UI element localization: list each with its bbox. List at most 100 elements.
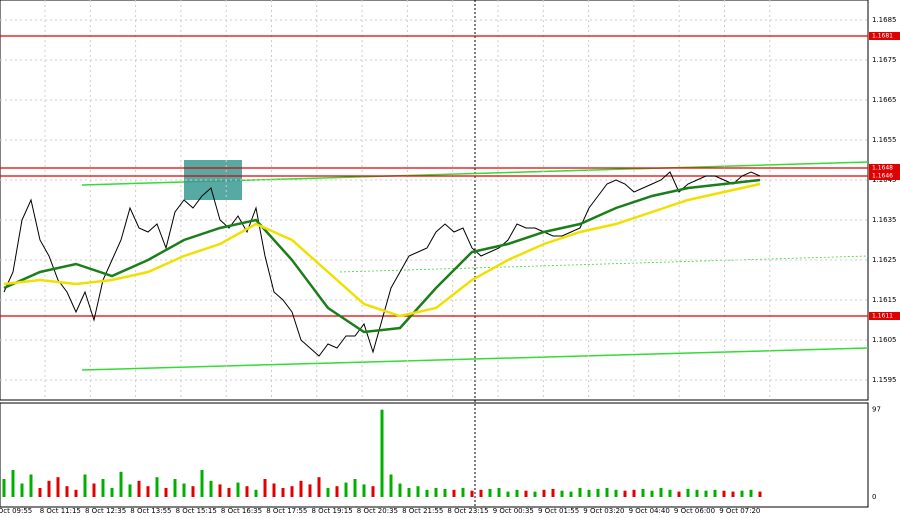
volume-bar xyxy=(281,488,285,497)
volume-bar xyxy=(182,483,186,497)
moving-average xyxy=(3,182,761,318)
volume-bar xyxy=(569,491,573,497)
volume-bar xyxy=(173,479,177,497)
volume-bar xyxy=(344,482,348,497)
x-tick-label: 8 Oct 20:35 xyxy=(357,507,398,515)
x-tick-label: 8 Oct 12:35 xyxy=(85,507,126,515)
volume-bar xyxy=(596,488,600,497)
price-line xyxy=(3,171,761,357)
volume-bar xyxy=(551,488,555,497)
volume-bar xyxy=(407,488,411,497)
volume-bar xyxy=(740,490,744,497)
volume-bar xyxy=(479,489,483,497)
volume-bar xyxy=(47,480,51,497)
volume-bar xyxy=(389,474,393,497)
volume-bar xyxy=(614,489,618,497)
volume-bar xyxy=(74,489,78,497)
volume-bar xyxy=(191,486,195,497)
y-tick-label: 1.1615 xyxy=(872,296,897,304)
volume-bar xyxy=(470,490,474,497)
y-tick-label: 1.1665 xyxy=(872,96,897,104)
volume-tick-label: 0 xyxy=(872,493,876,501)
volume-bar xyxy=(317,477,321,497)
volume-bar xyxy=(650,490,654,497)
volume-bar xyxy=(155,477,159,497)
volume-bar xyxy=(29,474,33,497)
volume-bar xyxy=(290,486,294,497)
volume-bar xyxy=(704,490,708,497)
x-tick-label: 8 Oct 21:55 xyxy=(402,507,443,515)
x-tick-label: 8 Oct 16:35 xyxy=(221,507,262,515)
volume-bar xyxy=(164,488,168,497)
level-tag xyxy=(869,164,900,172)
y-tick-label: 1.1635 xyxy=(872,216,897,224)
volume-bar xyxy=(146,486,150,497)
volume-bar xyxy=(641,488,645,497)
volume-bar xyxy=(308,484,312,497)
volume-bar xyxy=(218,484,222,497)
volume-bar xyxy=(632,489,636,497)
price-pane xyxy=(0,0,869,401)
volume-bar xyxy=(299,480,303,497)
volume-bar xyxy=(83,474,87,497)
volume-bar xyxy=(254,489,258,497)
volume-bar xyxy=(515,489,519,497)
volume-bar xyxy=(506,491,510,497)
y-tick-label: 1.1685 xyxy=(872,16,897,24)
x-tick-label: 9 Oct 07:20 xyxy=(719,507,760,515)
volume-bar xyxy=(677,491,681,497)
y-tick-label: 1.1675 xyxy=(872,56,897,64)
x-tick-label: 9 Oct 04:40 xyxy=(629,507,670,515)
volume-bar xyxy=(56,477,60,497)
volume-bar xyxy=(110,488,114,497)
volume-bar xyxy=(425,489,429,497)
x-tick-label: 8 Oct 11:15 xyxy=(40,507,81,515)
level-label: 1.1611 xyxy=(872,313,893,320)
volume-bar xyxy=(443,488,447,497)
volume-bar xyxy=(119,471,123,497)
volume-bar xyxy=(686,488,690,497)
y-tick-label: 1.1655 xyxy=(872,136,897,144)
volume-bar xyxy=(20,483,24,497)
trend-line xyxy=(81,347,869,371)
volume-bar xyxy=(524,490,528,497)
x-tick-label: 8 Oct 23:15 xyxy=(447,507,488,515)
volume-bar xyxy=(371,486,375,497)
volume-bar xyxy=(713,489,717,497)
level-tag xyxy=(869,312,900,320)
volume-bar xyxy=(272,483,276,497)
volume-tick-label: 97 xyxy=(872,406,881,414)
volume-bar xyxy=(659,488,663,497)
volume-bar xyxy=(236,482,240,497)
volume-bar xyxy=(65,486,69,497)
volume-bar xyxy=(263,479,267,497)
level-tag xyxy=(869,32,900,40)
x-tick-label: 8 Oct 13:55 xyxy=(130,507,171,515)
volume-bar xyxy=(695,489,699,497)
volume-bar xyxy=(227,488,231,497)
volume-bar xyxy=(2,479,6,497)
volume-bar xyxy=(722,490,726,497)
volume-bar xyxy=(731,491,735,497)
x-tick-label: 9 Oct 01:55 xyxy=(538,507,579,515)
volume-bar xyxy=(587,489,591,497)
volume-bar xyxy=(749,489,753,497)
volume-bar xyxy=(101,479,105,497)
volume-bar xyxy=(326,488,330,497)
volume-bar xyxy=(434,488,438,497)
volume-bar xyxy=(758,491,762,497)
volume-bar xyxy=(398,483,402,497)
y-tick-label: 1.1605 xyxy=(872,336,897,344)
level-label: 1.1648 xyxy=(872,165,893,172)
level-label: 1.1646 xyxy=(872,173,893,180)
volume-pane xyxy=(0,402,869,508)
trend-line xyxy=(339,255,869,273)
x-tick-label: 8 Oct 15:15 xyxy=(176,507,217,515)
volume-bar xyxy=(560,490,564,497)
volume-bar xyxy=(11,470,15,497)
volume-bar xyxy=(488,488,492,497)
volume-bar xyxy=(92,483,96,497)
level-tag xyxy=(869,172,900,180)
volume-bar xyxy=(623,490,627,497)
volume-bar xyxy=(452,489,456,497)
